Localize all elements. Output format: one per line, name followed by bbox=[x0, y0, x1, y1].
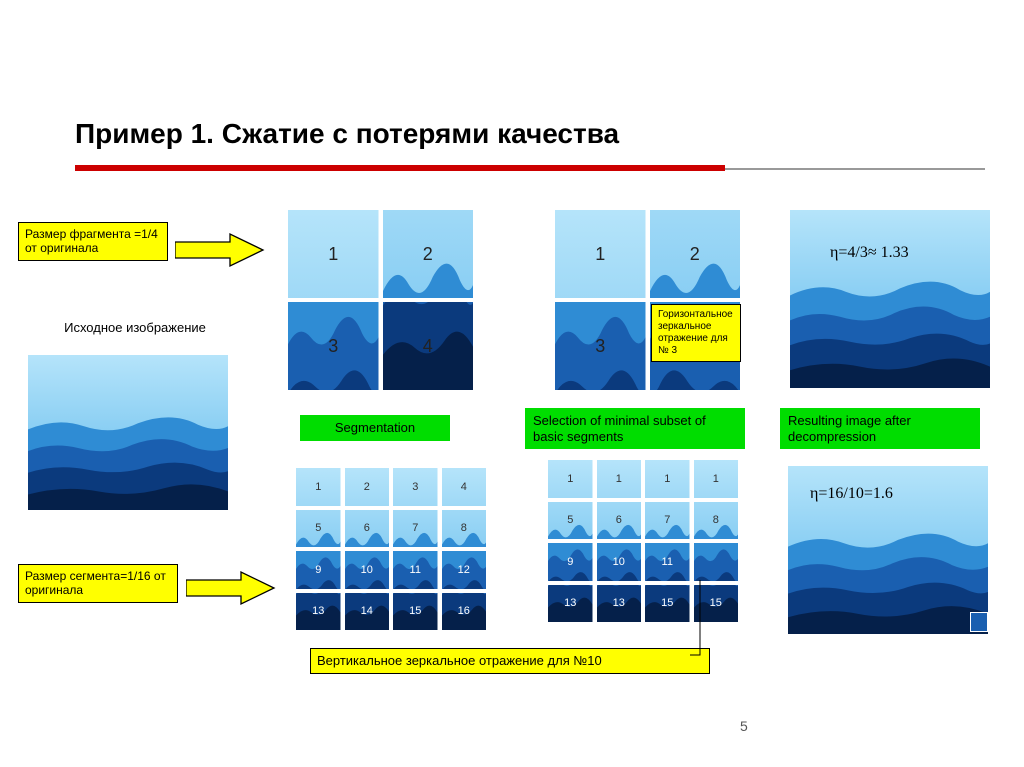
grid-cell: 3 bbox=[555, 302, 646, 390]
grid-4x4-segmentation: 1 2 3 bbox=[296, 468, 486, 630]
grid-cell: 6 bbox=[345, 510, 390, 548]
title-underline-gray bbox=[725, 168, 985, 170]
grid-cell: 15 bbox=[645, 585, 690, 623]
grid-cell: 6 bbox=[597, 502, 642, 540]
grid-cell: 3 bbox=[288, 302, 379, 390]
label-mirror-horizontal: Горизонтальное зеркальное отражение для … bbox=[651, 304, 741, 362]
grid-cell: 4 bbox=[383, 302, 474, 390]
page-title: Пример 1. Сжатие с потерями качества bbox=[75, 118, 619, 150]
grid-cell: 16 bbox=[442, 593, 487, 631]
result-image-top bbox=[790, 210, 990, 388]
grid-cell: 5 bbox=[296, 510, 341, 548]
connector-line bbox=[690, 580, 730, 660]
grid-cell: 9 bbox=[296, 551, 341, 589]
grid-cell: 1 bbox=[597, 460, 642, 498]
label-resulting: Resulting image after decompression bbox=[780, 408, 980, 449]
grid-cell: 5 bbox=[548, 502, 593, 540]
grid-cell: 11 bbox=[645, 543, 690, 581]
grid-cell bbox=[694, 543, 739, 581]
grid-cell: 12 bbox=[442, 551, 487, 589]
grid-2x2-selection: 1 2 3 bbox=[555, 210, 740, 390]
grid-cell: 8 bbox=[442, 510, 487, 548]
grid-cell: 13 bbox=[296, 593, 341, 631]
grid-cell: 3 bbox=[393, 468, 438, 506]
label-mirror-vertical: Вертикальное зеркальное отражение для №1… bbox=[310, 648, 710, 674]
formula-2: η=16/10=1.6 bbox=[810, 485, 893, 503]
grid-cell: 1 bbox=[548, 460, 593, 498]
arrow-icon bbox=[186, 570, 276, 606]
grid-cell: 2 bbox=[383, 210, 474, 298]
grid-cell: 14 bbox=[345, 593, 390, 631]
grid-4x4-selection: 1 1 1 bbox=[548, 460, 738, 622]
formula-1: η=4/3≈ 1.33 bbox=[830, 244, 909, 262]
grid-cell: 15 bbox=[393, 593, 438, 631]
grid-cell: 10 bbox=[345, 551, 390, 589]
grid-cell: 7 bbox=[645, 502, 690, 540]
grid-cell: 13 bbox=[548, 585, 593, 623]
arrow-icon bbox=[175, 232, 265, 268]
page-number: 5 bbox=[740, 718, 748, 734]
grid-cell: 11 bbox=[393, 551, 438, 589]
grid-cell: 1 bbox=[645, 460, 690, 498]
label-source-image: Исходное изображение bbox=[60, 320, 210, 336]
grid-cell: 4 bbox=[442, 468, 487, 506]
grid-cell: 1 bbox=[288, 210, 379, 298]
title-underline-red bbox=[75, 165, 725, 171]
label-segment-size: Размер сегмента=1/16 от оригинала bbox=[18, 564, 178, 603]
grid-cell: 13 bbox=[597, 585, 642, 623]
grid-cell: 10 bbox=[597, 543, 642, 581]
grid-cell: 7 bbox=[393, 510, 438, 548]
artifact-box bbox=[970, 612, 988, 632]
label-selection: Selection of minimal subset of basic seg… bbox=[525, 408, 745, 449]
grid-cell: 1 bbox=[555, 210, 646, 298]
grid-cell: 1 bbox=[296, 468, 341, 506]
grid-cell: 9 bbox=[548, 543, 593, 581]
grid-cell: 8 bbox=[694, 502, 739, 540]
grid-cell: 2 bbox=[345, 468, 390, 506]
label-segmentation: Segmentation bbox=[300, 415, 450, 441]
grid-cell: 1 bbox=[694, 460, 739, 498]
grid-cell: 2 bbox=[650, 210, 741, 298]
source-image bbox=[28, 355, 228, 510]
label-fragment-size: Размер фрагмента =1/4 от оригинала bbox=[18, 222, 168, 261]
grid-2x2-segmentation: 1 2 3 bbox=[288, 210, 473, 390]
